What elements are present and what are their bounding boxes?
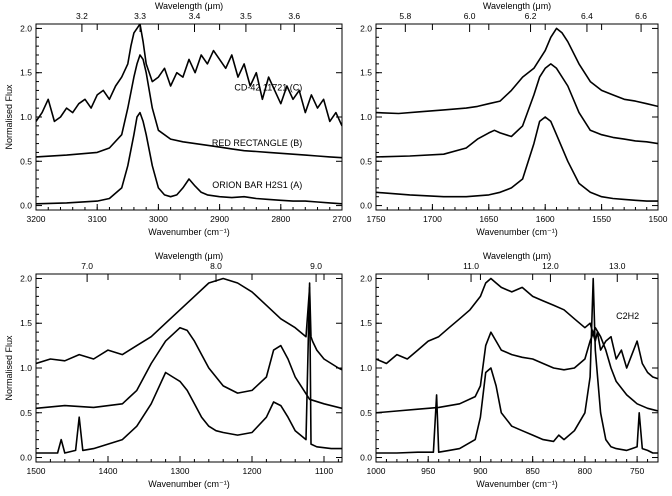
top-tick-label: 3.3 [134, 11, 146, 21]
x-tick-label: 1650 [479, 214, 498, 224]
panel-bottom-right: 1000 950 900 850 800 750 0.0 0.5 1.0 1.5 2.0 11.0 12… [360, 251, 659, 489]
y-axis-label: Normalised Flux [4, 84, 14, 150]
x-tick-label: 1400 [99, 466, 118, 476]
y-tick-label: 0.0 [20, 453, 32, 463]
y-tick-label: 2.0 [360, 273, 372, 283]
y-tick-label: 0.5 [360, 156, 372, 166]
top-tick-label: 3.4 [189, 11, 201, 21]
y-tick-label: 0.0 [360, 453, 372, 463]
series-annotation: ORION BAR H2S1 (A) [212, 180, 302, 190]
top-axis-label: Wavelength (μm) [155, 1, 223, 11]
top-tick-label: 3.6 [288, 11, 300, 21]
x-tick-label: 1100 [315, 466, 334, 476]
top-tick-label: 12.0 [542, 261, 559, 271]
series-group [376, 27, 658, 202]
series-group [36, 277, 342, 454]
series-line-3 [36, 282, 342, 454]
y-tick-label: 0.0 [360, 201, 372, 211]
top-axis-label: Wavelength (μm) [155, 251, 223, 261]
series-line-1 [376, 27, 658, 115]
series-annotation: RED RECTANGLE (B) [212, 138, 302, 148]
x-tick-label: 3000 [149, 214, 168, 224]
x-tick-label: 1550 [592, 214, 611, 224]
top-tick-label: 7.0 [81, 261, 93, 271]
top-tick-label: 8.0 [210, 261, 222, 271]
y-tick-label: 1.5 [20, 318, 32, 328]
panel-bottom-left: 1500 1400 1300 1200 1100 0.0 0.5 1.0 1.5 2.0 7.0 8.… [4, 251, 343, 489]
series-line-2 [376, 63, 658, 158]
top-tick-label: 6.4 [581, 11, 593, 21]
x-tick-label: 900 [473, 466, 487, 476]
y-tick-label: 1.0 [20, 363, 32, 373]
x-tick-label: 2900 [210, 214, 229, 224]
series-line-3 [376, 116, 658, 202]
x-tick-label: 1750 [367, 214, 386, 224]
x-tick-label: 1500 [27, 466, 46, 476]
series-line-1 [36, 277, 342, 371]
x-tick-label: 800 [578, 466, 592, 476]
x-axis-label: Wavenumber (cm⁻¹) [476, 227, 557, 237]
plot-frame [375, 23, 659, 211]
series-line-2 [376, 326, 658, 414]
top-tick-label: 6.0 [464, 11, 476, 21]
y-tick-label: 1.5 [20, 68, 32, 78]
x-tick-label: 1700 [423, 214, 442, 224]
y-tick-label: 2.0 [20, 273, 32, 283]
series-line-3 [376, 277, 658, 454]
top-tick-label: 3.5 [240, 11, 252, 21]
series-line-1 [376, 277, 658, 380]
top-tick-label: 3.2 [76, 11, 88, 21]
x-axis-label: Wavenumber (cm⁻¹) [148, 227, 229, 237]
series-group [36, 24, 342, 205]
series-annotation: C2H2 [616, 311, 639, 321]
y-tick-label: 1.0 [20, 112, 32, 122]
x-tick-label: 1300 [171, 466, 190, 476]
y-tick-label: 0.5 [20, 408, 32, 418]
y-tick-label: 0.0 [20, 201, 32, 211]
plot-frame [375, 273, 659, 463]
x-tick-label: 2800 [271, 214, 290, 224]
y-tick-label: 0.5 [360, 408, 372, 418]
y-tick-label: 1.0 [360, 112, 372, 122]
y-axis-label: Normalised Flux [4, 335, 14, 401]
x-tick-label: 1200 [243, 466, 262, 476]
top-tick-label: 5.8 [399, 11, 411, 21]
panel-top-left: 3200 3100 3000 2900 2800 2700 0.0 0.5 1.0 1.5 2.0 3… [4, 1, 352, 237]
y-tick-label: 1.5 [360, 68, 372, 78]
series-line-3 [36, 111, 342, 205]
series-line-2 [36, 54, 342, 159]
x-tick-label: 2700 [333, 214, 352, 224]
top-tick-label: 13.0 [609, 261, 626, 271]
y-tick-label: 2.0 [360, 23, 372, 33]
top-tick-label: 11.0 [463, 261, 479, 271]
y-tick-label: 2.0 [20, 23, 32, 33]
y-tick-label: 1.5 [360, 318, 372, 328]
panel-top-right: 1750 1700 1650 1600 1550 1500 0.0 0.5 1.0 1.5 2.0 5… [360, 1, 668, 237]
y-tick-label: 1.0 [360, 363, 372, 373]
series-annotation: CD-42 11721 (C) [234, 82, 302, 92]
series-group [376, 277, 658, 454]
x-tick-label: 3200 [27, 214, 46, 224]
x-tick-label: 1500 [649, 214, 668, 224]
top-tick-label: 9.0 [310, 261, 322, 271]
x-tick-label: 850 [526, 466, 540, 476]
y-tick-label: 0.5 [20, 156, 32, 166]
x-axis-label: Wavenumber (cm⁻¹) [148, 479, 229, 489]
x-tick-label: 1000 [367, 466, 386, 476]
top-tick-label: 6.2 [525, 11, 537, 21]
series-line-1 [36, 24, 342, 127]
x-tick-label: 1600 [536, 214, 555, 224]
series-line-2 [36, 326, 342, 410]
top-tick-label: 6.6 [635, 11, 647, 21]
x-tick-label: 950 [421, 466, 435, 476]
top-axis-label: Wavelength (μm) [483, 251, 551, 261]
x-tick-label: 750 [630, 466, 644, 476]
top-axis-label: Wavelength (μm) [483, 1, 551, 11]
x-tick-label: 3100 [88, 214, 107, 224]
x-axis-label: Wavenumber (cm⁻¹) [476, 479, 557, 489]
